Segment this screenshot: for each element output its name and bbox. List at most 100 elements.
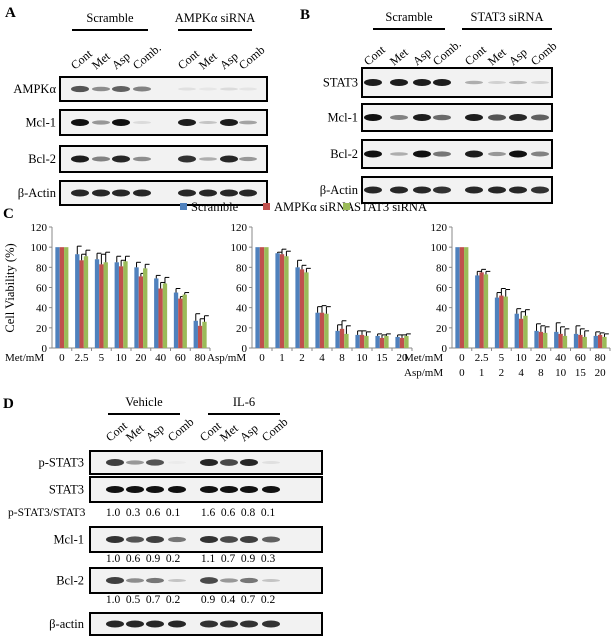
bar xyxy=(475,275,480,348)
band xyxy=(488,114,506,121)
band xyxy=(178,119,196,126)
legend-label: AMPKα siRNA xyxy=(274,200,355,214)
band xyxy=(146,620,164,628)
y-tick-label: 20 xyxy=(236,323,248,335)
band xyxy=(199,157,217,161)
x-tick-label: 2 xyxy=(299,352,305,364)
band xyxy=(240,620,258,628)
x-tick-label-2: 0 xyxy=(459,367,465,379)
x-tick-label: 5 xyxy=(99,352,105,364)
bar xyxy=(202,321,207,348)
bar xyxy=(299,269,305,348)
band xyxy=(220,155,238,163)
x-tick-label-2: 8 xyxy=(538,367,544,379)
band xyxy=(239,120,257,125)
band xyxy=(390,186,408,194)
bar xyxy=(593,335,598,348)
bar xyxy=(399,337,405,348)
quantification-value: 0.2 xyxy=(166,594,181,606)
x-tick-label: 15 xyxy=(377,352,389,364)
band xyxy=(112,155,130,163)
band xyxy=(168,536,186,543)
band xyxy=(413,186,431,194)
bar xyxy=(79,260,84,348)
blot-box xyxy=(89,567,323,594)
bar xyxy=(304,272,309,348)
x-tick-label: 0 xyxy=(259,352,265,364)
x-tick-label: 80 xyxy=(595,352,607,364)
lane-label: Asp xyxy=(506,45,530,68)
y-tick-label: 60 xyxy=(236,283,248,295)
lane-label: Comb xyxy=(259,415,290,445)
lane-label: Cont xyxy=(361,42,388,68)
bar xyxy=(355,334,360,348)
bar xyxy=(404,335,409,348)
band xyxy=(509,150,527,158)
band xyxy=(220,459,238,466)
group-label: STAT3 siRNA xyxy=(471,10,544,24)
band xyxy=(488,151,506,157)
panel-label-c: C xyxy=(3,206,14,222)
x-axis-label: Asp/mM xyxy=(207,352,246,364)
bar xyxy=(464,247,469,348)
lane-label: Met xyxy=(485,45,509,69)
band xyxy=(92,120,110,125)
bar xyxy=(103,262,108,348)
group-label: IL-6 xyxy=(233,395,255,409)
bar xyxy=(193,320,198,348)
band xyxy=(240,459,258,466)
bar xyxy=(59,247,65,348)
band xyxy=(71,155,89,163)
x-axis-label: Met/mM xyxy=(5,352,44,364)
quantification-value: 0.4 xyxy=(221,594,236,606)
group-label: AMPKα siRNA xyxy=(175,11,256,25)
quantification-value: 1.0 xyxy=(106,594,121,606)
x-tick-label-2: 15 xyxy=(575,367,587,379)
panel-label-b: B xyxy=(300,7,310,23)
bar xyxy=(494,297,500,348)
bar-chart-2: 0 20 40 60 80 100 120 0 1 2 4 8 10 15 20 Asp/mM xyxy=(207,222,413,364)
band xyxy=(126,460,144,465)
band xyxy=(220,119,238,126)
group-label: Scramble xyxy=(385,10,433,24)
band xyxy=(220,87,238,91)
bar xyxy=(324,313,329,348)
band xyxy=(200,536,218,543)
bar xyxy=(384,335,389,348)
bar xyxy=(83,256,89,348)
bar xyxy=(538,331,544,348)
band xyxy=(240,486,258,493)
row-label: Mcl-1 xyxy=(53,533,84,547)
lane-label: Comb xyxy=(528,39,559,69)
x-tick-label-2: 10 xyxy=(555,367,567,379)
band xyxy=(262,620,280,628)
quantification-value: 0.9 xyxy=(146,553,161,565)
x-tick-label: 1 xyxy=(279,352,285,364)
row-label: p-STAT3 xyxy=(38,456,84,470)
lane-label: Asp xyxy=(109,49,133,72)
y-tick-label: 80 xyxy=(436,262,448,274)
quantification-value: 1.0 xyxy=(106,507,121,519)
y-tick-label: 40 xyxy=(36,303,48,315)
bar xyxy=(118,266,124,348)
band xyxy=(126,578,144,583)
band xyxy=(199,189,217,197)
x-tick-label: 0 xyxy=(459,352,465,364)
y-tick-label: 100 xyxy=(31,242,48,254)
bar xyxy=(182,294,187,348)
band xyxy=(71,189,89,197)
band xyxy=(92,189,110,197)
x-tick-label-2: 1 xyxy=(479,367,485,379)
bar xyxy=(335,330,340,348)
bar xyxy=(173,292,179,348)
row-label: Mcl-1 xyxy=(327,111,358,125)
band xyxy=(433,186,451,194)
band xyxy=(488,81,506,84)
band xyxy=(133,86,151,92)
band xyxy=(126,486,144,493)
quantification-value: 0.5 xyxy=(126,594,141,606)
y-tick-label: 60 xyxy=(36,283,48,295)
